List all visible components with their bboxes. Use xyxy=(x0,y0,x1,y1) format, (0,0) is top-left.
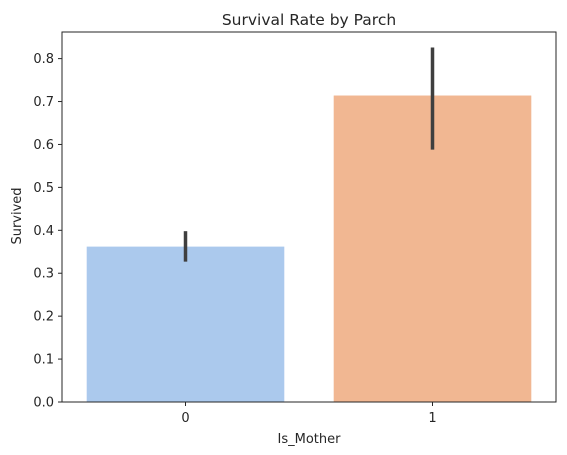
x-tick-label: 0 xyxy=(181,411,189,426)
y-axis: 0.0 0.1 0.2 0.3 0.4 0.5 0.6 0.7 0.8 xyxy=(33,52,62,411)
y-tick-label: 0.8 xyxy=(33,52,54,67)
y-tick-label: 0.2 xyxy=(33,310,54,325)
y-tick-label: 0.1 xyxy=(33,353,54,368)
y-tick-label: 0.7 xyxy=(33,95,54,110)
error-bars-group xyxy=(183,47,435,262)
x-axis-title: Is_Mother xyxy=(278,432,342,447)
y-axis-title: Survived xyxy=(10,187,25,244)
y-tick-label: 0.0 xyxy=(33,396,54,411)
chart-title: Survival Rate by Parch xyxy=(222,11,396,29)
y-tick-label: 0.3 xyxy=(33,267,54,282)
bar-0 xyxy=(86,246,285,402)
x-tick-label: 1 xyxy=(428,411,436,426)
y-tick-label: 0.6 xyxy=(33,138,54,153)
y-tick-label: 0.4 xyxy=(33,224,54,239)
plot-frame xyxy=(61,31,557,403)
y-tick-label: 0.5 xyxy=(33,181,54,196)
bars-group xyxy=(86,95,532,403)
